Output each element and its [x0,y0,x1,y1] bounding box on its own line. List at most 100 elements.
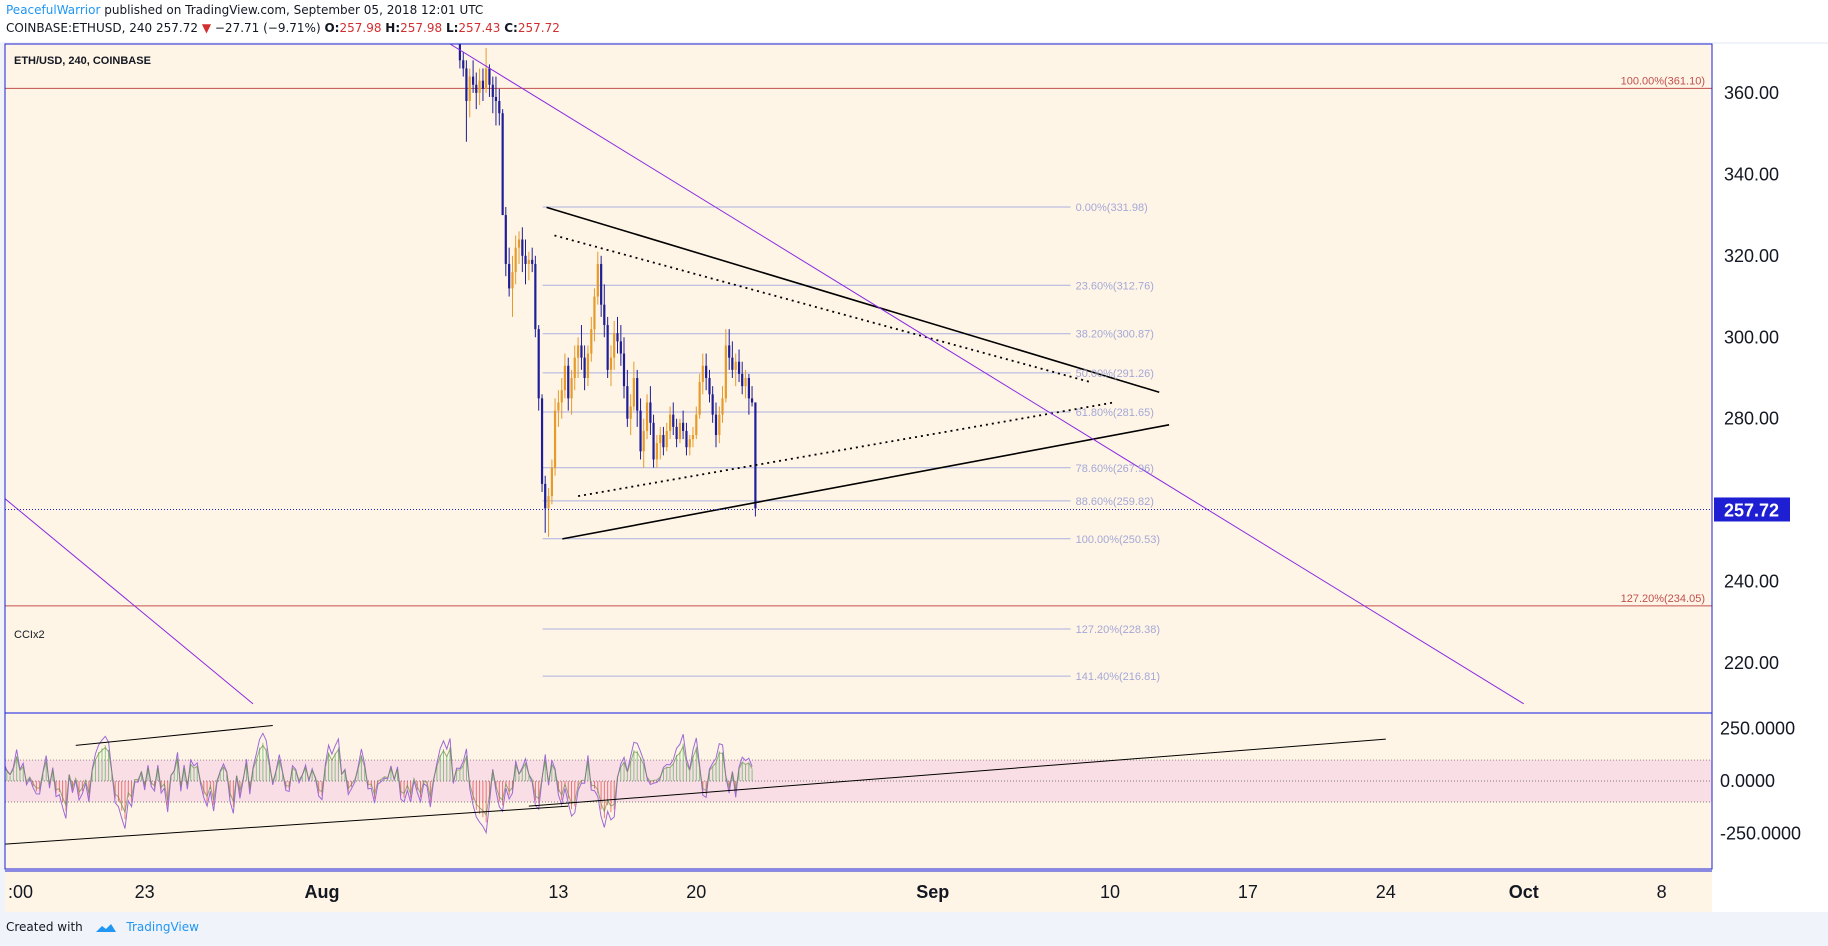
candle-body [550,467,553,497]
fib-level-label: 0.00%(331.98) [1076,202,1148,214]
open-value: 257.98 [339,21,382,35]
price-chart[interactable]: ETH/USD, 240, COINBASE CCIx2 100.00%(361… [0,42,1828,914]
close-value: 257.72 [517,21,560,35]
price-layer [5,44,1712,705]
fib-level-label: 100.00%(250.53) [1076,534,1160,546]
publish-text: published on TradingView.com, September … [104,3,484,17]
candle-body [606,325,609,370]
chart-title: ETH/USD, 240, COINBASE [14,55,151,67]
price-axis-background [1712,44,1828,912]
candle-body [721,398,724,415]
candle-body [622,353,626,387]
tradingview-link[interactable]: TradingView [126,920,199,934]
candle-body [498,101,501,114]
candle-body [741,373,744,387]
candle-body [600,263,603,305]
candle-body [557,402,560,411]
time-tick-label: :00 [8,882,33,902]
candle-body [714,414,718,436]
candle-body [547,496,550,509]
candle-body [531,259,534,264]
cci-band [5,760,1712,802]
candle-body [593,296,596,330]
cci-tick-label: 250.0000 [1720,719,1795,739]
low-value: 257.43 [458,21,501,35]
candle-body [665,430,668,448]
candle-body [514,247,517,273]
candle-body [691,435,695,440]
price-tick-label: 220.00 [1724,653,1779,673]
candle-body [462,60,465,69]
cci-tick-label: -250.0000 [1720,823,1801,843]
cci-trendline [75,725,273,746]
time-tick-label: 17 [1238,882,1258,902]
low-label: L: [445,21,459,35]
fib-level-label: 78.60%(267.96) [1076,463,1154,475]
candle-body [668,414,672,431]
price-tick-label: 340.00 [1724,164,1779,184]
candle-body [708,378,711,395]
candle-body [511,272,514,289]
time-tick-label: 8 [1657,882,1667,902]
cci-trendline [528,738,1386,807]
price-tick-label: 300.00 [1724,327,1779,347]
candle-body [734,361,737,370]
candle-body [534,263,537,330]
high-label: H: [385,21,401,35]
last-price-text: 257.72 [155,21,198,35]
candle-body [724,345,727,399]
candle-body [537,329,540,399]
candle-body [754,402,757,509]
candle-body [705,365,708,378]
candle-body [481,80,485,89]
candle-body [659,435,662,444]
time-tick-label: 20 [686,882,706,902]
candle-body [662,435,665,448]
time-axis-background [5,871,1712,912]
candle-body [478,80,481,93]
publish-info: PeacefulWarrior published on TradingView… [6,3,483,17]
candle-body [678,422,682,440]
trendline [546,206,1160,394]
cci-label: CCIx2 [14,629,45,641]
candle-body [494,96,498,102]
candle-body [639,410,642,452]
chart-border [4,43,1713,870]
candle-body [731,357,734,370]
cci-layer [5,714,1712,869]
cci-trendline [5,805,569,845]
created-with-text: Created with [6,920,83,934]
candle-body [652,422,655,460]
candle-body [540,398,544,484]
candle-body [603,304,606,326]
cci-tick-label: 0.0000 [1720,771,1775,791]
change-text: −27.71 (−9.71%) [214,21,321,35]
candle-body [616,333,619,342]
down-triangle-icon: ▼ [201,21,212,35]
cci-signal-line [5,744,753,817]
candle-body [744,378,747,387]
candle-body [737,361,741,374]
candle-body [567,365,570,399]
candle-body [527,259,530,264]
author-link[interactable]: PeacefulWarrior [6,3,101,17]
major-fib-label: 100.00%(361.10) [1621,75,1705,87]
footer: Created with TradingView [6,920,199,934]
candle-body [485,68,488,89]
candle-body [655,443,658,460]
candle-body [521,239,524,256]
candle-body [695,414,698,436]
fib-level-label: 50.00%(291.26) [1076,368,1154,380]
timeframe-label: 240 [129,21,153,35]
candle-body [504,215,507,264]
candle-body [747,378,750,399]
candle-body [619,341,622,354]
time-tick-label: Sep [916,882,949,902]
fib-level-label: 127.20%(228.38) [1076,624,1160,636]
trendline [562,424,1170,540]
candle-body [590,329,593,354]
candle-body [645,402,649,431]
candle-body [629,406,632,419]
candle-body [586,353,590,378]
symbol-label: COINBASE:ETHUSD, [6,21,126,35]
